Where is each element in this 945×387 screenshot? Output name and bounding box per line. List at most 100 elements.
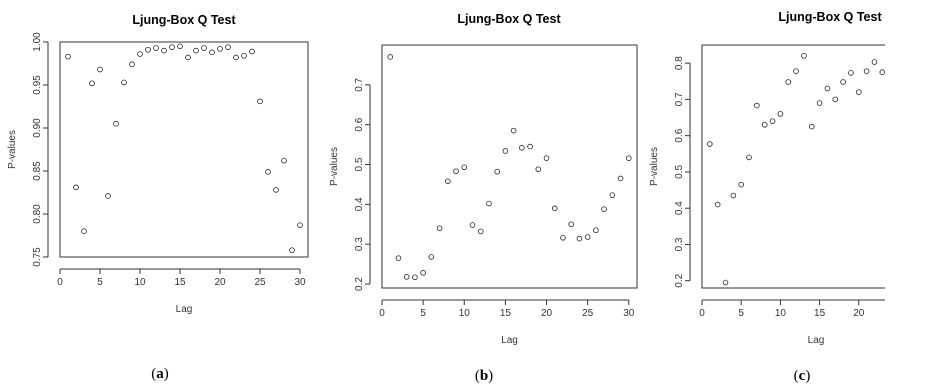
data-point <box>863 68 870 74</box>
x-tick-label: 15 <box>500 308 512 319</box>
y-tick-label: 0.4 <box>674 201 685 215</box>
data-point <box>617 175 624 182</box>
data-point <box>601 206 607 212</box>
data-point <box>121 79 127 86</box>
data-point <box>477 228 484 235</box>
data-point <box>527 143 533 150</box>
data-point <box>808 123 815 130</box>
data-point <box>241 52 247 59</box>
data-point <box>494 168 500 175</box>
data-point <box>746 154 752 161</box>
data-point <box>153 45 159 51</box>
caption-letter: a <box>156 366 164 382</box>
x-tick-label: 5 <box>738 308 744 319</box>
data-point <box>840 79 846 85</box>
data-point <box>265 169 271 175</box>
data-point <box>896 267 901 272</box>
data-point <box>824 85 831 92</box>
data-point <box>420 270 426 276</box>
data-point <box>576 235 583 242</box>
data-point <box>707 141 713 147</box>
x-tick-label: 30 <box>932 308 944 319</box>
data-point <box>81 228 87 235</box>
data-point <box>551 205 558 212</box>
x-tick-label: 30 <box>294 277 306 288</box>
x-tick-label: 10 <box>775 308 787 319</box>
data-point <box>714 201 721 208</box>
data-point <box>89 80 95 87</box>
y-tick-label: 0.90 <box>32 118 43 138</box>
data-point <box>761 121 768 128</box>
y-tick-label: 0.8 <box>674 56 685 70</box>
data-point <box>848 70 854 76</box>
data-point <box>486 200 492 207</box>
y-tick-label: 0.95 <box>32 75 43 95</box>
data-point <box>65 53 71 60</box>
y-tick-label: 0.7 <box>674 92 685 106</box>
data-point <box>177 43 183 50</box>
data-point <box>777 111 784 117</box>
data-point <box>445 178 451 185</box>
data-point <box>730 192 737 199</box>
data-point <box>543 155 550 161</box>
data-point <box>911 250 916 255</box>
data-point <box>145 46 151 53</box>
data-point <box>97 66 103 73</box>
data-point <box>927 219 932 224</box>
y-tick-label: 0.3 <box>354 237 365 251</box>
plot-frame <box>59 41 309 258</box>
x-tick-label: 25 <box>254 277 266 288</box>
data-point <box>519 144 525 151</box>
x-tick-label: 25 <box>892 308 904 319</box>
data-point <box>568 221 574 228</box>
data-point <box>502 148 509 154</box>
data-point <box>129 61 135 68</box>
caption-close-paren: ) <box>805 368 810 384</box>
y-tick-label: 0.5 <box>354 157 365 171</box>
data-point <box>387 54 394 60</box>
x-tick-label: 15 <box>174 277 186 288</box>
caption-close-paren: ) <box>488 368 493 384</box>
data-point <box>105 193 111 199</box>
x-tick-label: 0 <box>379 308 385 319</box>
data-point <box>609 192 616 198</box>
data-point <box>510 127 517 134</box>
chart-title: Ljung-Box Q Test <box>457 12 561 26</box>
x-tick-label: 5 <box>420 308 426 319</box>
data-point <box>412 274 418 281</box>
data-point <box>209 49 215 56</box>
data-point <box>281 157 287 164</box>
y-tick-label: 0.80 <box>32 204 43 224</box>
chart-title: Ljung-Box Q Test <box>132 13 236 27</box>
panel-caption: (a) <box>151 366 169 382</box>
data-point <box>161 47 167 54</box>
x-tick-label: 15 <box>814 308 826 319</box>
data-point <box>257 98 263 105</box>
y-tick-label: 0.6 <box>354 117 365 131</box>
data-point <box>233 54 239 61</box>
y-tick-label: 0.75 <box>32 247 43 267</box>
data-point <box>289 247 295 253</box>
x-axis-label: Lag <box>176 304 193 315</box>
data-point <box>903 267 908 272</box>
data-point <box>888 219 893 224</box>
panel-a: Ljung-Box Q Test 0 5 10 15 20 25 30 0.75 0.80 0.85… <box>7 13 309 382</box>
caption-open-paren: ( <box>475 368 480 384</box>
data-point <box>428 254 435 260</box>
data-point <box>625 155 632 161</box>
x-tick-label: 20 <box>853 308 865 319</box>
x-tick-label: 0 <box>699 308 705 319</box>
plot-frame <box>381 44 638 289</box>
y-tick-label: 1.00 <box>32 32 43 52</box>
data-point <box>722 279 729 286</box>
data-point <box>73 184 79 191</box>
panel-caption: (c) <box>794 368 811 384</box>
data-point <box>225 44 231 50</box>
data-point <box>754 102 760 109</box>
caption-open-paren: ( <box>794 368 799 384</box>
data-point <box>395 255 402 261</box>
data-point <box>793 68 799 74</box>
data-point <box>919 236 924 241</box>
data-point <box>249 48 255 55</box>
